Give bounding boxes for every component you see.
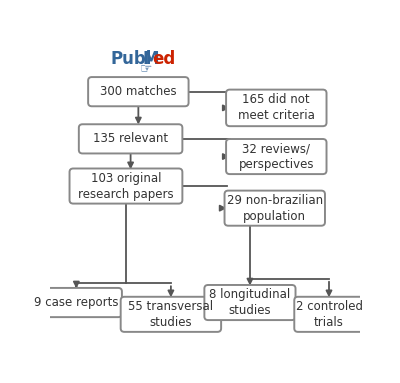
Text: 300 matches: 300 matches xyxy=(100,85,177,98)
Text: 165 did not
meet criteria: 165 did not meet criteria xyxy=(238,93,315,123)
FancyBboxPatch shape xyxy=(70,169,182,204)
Text: M: M xyxy=(143,50,160,68)
FancyBboxPatch shape xyxy=(294,297,364,332)
Text: ☞: ☞ xyxy=(140,62,152,76)
Text: 9 case reports: 9 case reports xyxy=(34,296,118,309)
FancyBboxPatch shape xyxy=(79,124,182,154)
Text: ed: ed xyxy=(152,50,176,68)
Text: 8 longitudinal
studies: 8 longitudinal studies xyxy=(209,288,290,317)
FancyBboxPatch shape xyxy=(226,90,326,126)
FancyBboxPatch shape xyxy=(88,77,188,106)
FancyBboxPatch shape xyxy=(31,288,122,317)
FancyBboxPatch shape xyxy=(224,191,325,226)
Text: 29 non-brazilian
population: 29 non-brazilian population xyxy=(227,194,323,223)
FancyBboxPatch shape xyxy=(226,139,326,174)
Text: 55 transversal
studies: 55 transversal studies xyxy=(128,300,214,329)
FancyBboxPatch shape xyxy=(204,285,296,320)
Text: 32 reviews/
perspectives: 32 reviews/ perspectives xyxy=(238,142,314,171)
Text: Publ: Publ xyxy=(110,50,152,68)
FancyBboxPatch shape xyxy=(121,297,221,332)
Text: 135 relevant: 135 relevant xyxy=(93,133,168,146)
Text: 2 controled
trials: 2 controled trials xyxy=(296,300,362,329)
Text: 103 original
research papers: 103 original research papers xyxy=(78,172,174,201)
